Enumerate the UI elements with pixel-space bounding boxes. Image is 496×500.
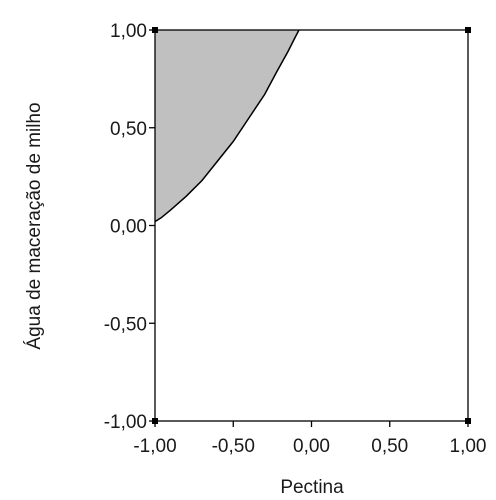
region-layer xyxy=(154,29,300,223)
y-tick-label: -1,00 xyxy=(104,412,147,433)
x-tick-label: 0,00 xyxy=(293,436,330,457)
y-tick-label: 0,00 xyxy=(110,217,147,238)
x-tick-label: -1,00 xyxy=(133,436,176,457)
y-tick-label: 1,00 xyxy=(110,21,147,42)
x-axis-ticks: -1,00 -0,50 0,00 0,50 1,00 xyxy=(133,421,486,457)
y-tick-label: -0,50 xyxy=(104,314,147,335)
region-boundary-curve xyxy=(154,29,300,223)
y-tick-label: 0,50 xyxy=(110,119,147,140)
y-axis-ticks: 1,00 0,50 0,00 -0,50 -1,00 xyxy=(104,21,155,433)
x-axis-label: Pectina xyxy=(280,477,344,498)
x-tick-label: 1,00 xyxy=(450,436,487,457)
y-axis-label: Água de maceração de milho xyxy=(24,102,45,349)
shaded-region xyxy=(155,30,299,222)
corner-marker xyxy=(465,27,471,33)
x-tick-label: 0,50 xyxy=(371,436,408,457)
x-tick-label: -0,50 xyxy=(212,436,255,457)
